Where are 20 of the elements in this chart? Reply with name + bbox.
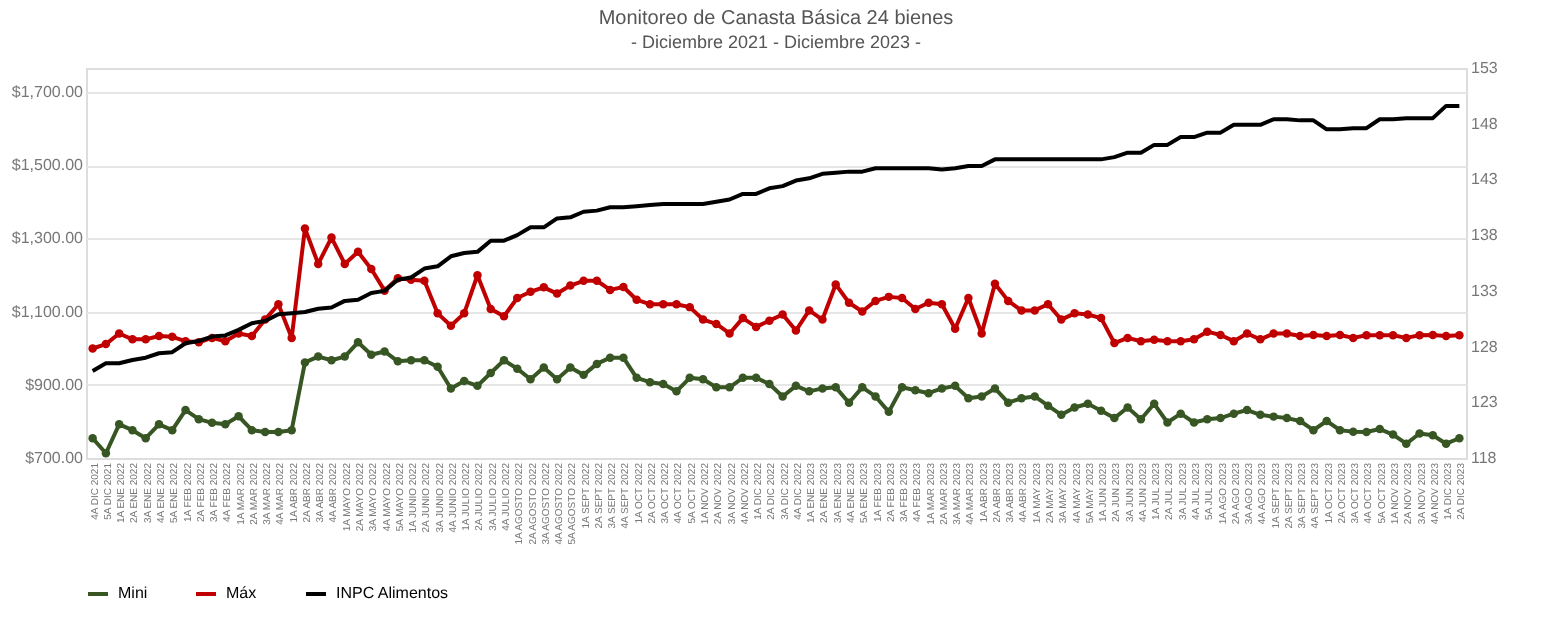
legend-label: Máx [226,584,257,602]
y2-tick-label: 143 [1471,170,1499,189]
y2-tick-label: 118 [1471,449,1498,467]
y-tick-label: $700.00 [25,449,85,467]
y-tick-label: $1,100.00 [11,302,85,321]
y2-tick-label: 128 [1471,337,1499,356]
y-tick-label: $1,500.00 [11,156,85,175]
line-series [90,103,1462,374]
y2-tick-label: 123 [1471,393,1499,412]
y-tick-label: $900.00 [25,375,85,394]
chart-title: Monitoreo de Canasta Básica 24 bienes [598,8,954,30]
legend-label: INPC Alimentos [336,584,449,602]
y-tick-label: $1,300.00 [11,229,85,248]
y2-tick-label: 153 [1471,59,1499,77]
y2-tick-label: 148 [1471,114,1499,133]
chart-subtitle: - Diciembre 2021 - Diciembre 2023 - [630,32,922,52]
y2-tick-label: 133 [1471,281,1499,300]
legend-label: Mini [118,584,148,602]
y2-tick-label: 138 [1471,226,1499,245]
y-tick-label: $1,700.00 [11,82,85,101]
